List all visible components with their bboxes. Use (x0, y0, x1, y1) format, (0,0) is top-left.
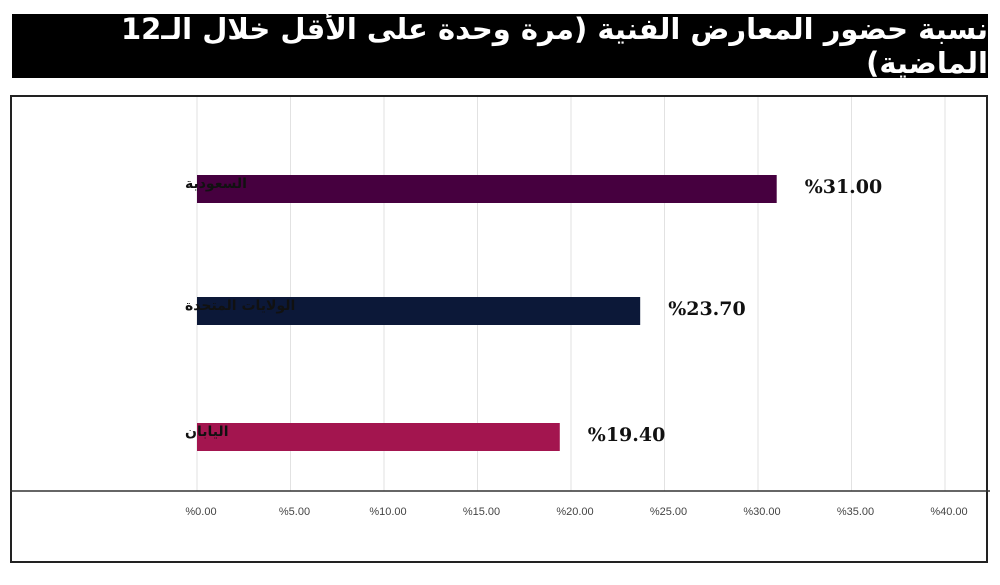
x-tick-label: %15.00 (463, 506, 500, 518)
x-tick-label: %25.00 (650, 506, 687, 518)
data-label: %31.00 (805, 176, 883, 198)
x-tick-label: %10.00 (369, 506, 406, 518)
x-tick-label: %35.00 (837, 506, 874, 518)
category-label: اليابان (185, 424, 229, 440)
category-label: الولايات المتحدة (185, 298, 295, 314)
bar (197, 423, 560, 451)
data-label: %19.40 (588, 424, 666, 446)
x-tick-label: %0.00 (185, 506, 216, 518)
chart-frame (10, 95, 988, 563)
bar (197, 297, 641, 325)
category-label: السعودية (185, 176, 247, 192)
x-tick-label: %40.00 (930, 506, 967, 518)
x-tick-label: %30.00 (743, 506, 780, 518)
chart-title: نسبة حضور المعارض الفنية (مرة وحدة على ا… (12, 12, 988, 80)
bar (197, 175, 777, 203)
x-tick-label: %5.00 (279, 506, 310, 518)
data-label: %23.70 (668, 298, 746, 320)
x-tick-label: %20.00 (556, 506, 593, 518)
